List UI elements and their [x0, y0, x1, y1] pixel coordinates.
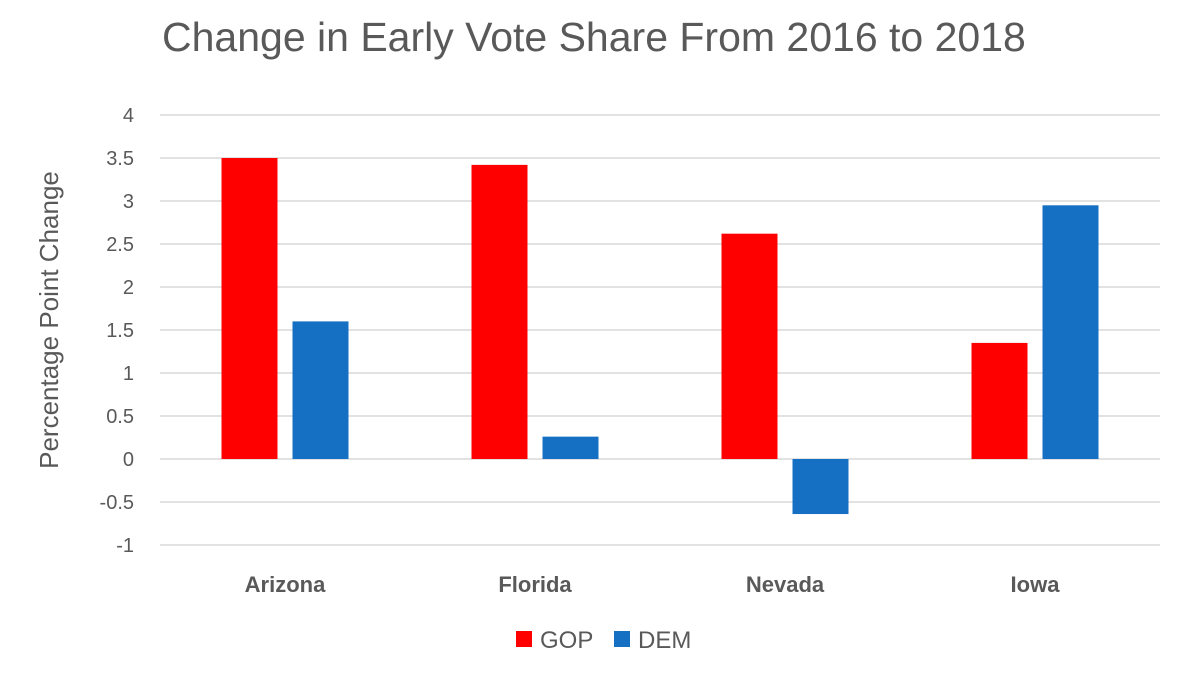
x-category-label: Iowa [1011, 572, 1061, 597]
x-category-label: Florida [498, 572, 572, 597]
legend-swatch-gop [516, 631, 532, 647]
legend-label-dem: DEM [638, 627, 691, 654]
bar-gop-arizona [221, 158, 278, 459]
y-tick-label: 1 [123, 363, 134, 385]
bar-dem-nevada [792, 459, 849, 515]
bar-gop-iowa [971, 342, 1028, 459]
legend: GOP DEM [516, 627, 691, 654]
bar-dem-arizona [292, 321, 349, 459]
bar-gop-nevada [721, 233, 778, 459]
y-tick-label: 0 [123, 449, 134, 471]
legend-swatch-dem [614, 631, 630, 647]
y-tick-label: 0.5 [106, 406, 134, 428]
y-axis-title: Percentage Point Change [34, 171, 64, 469]
x-category-label: Arizona [245, 572, 326, 597]
x-category-label: Nevada [746, 572, 825, 597]
bar-dem-florida [542, 436, 599, 459]
legend-label-gop: GOP [540, 627, 593, 654]
x-axis-categories: Arizona Florida Nevada Iowa [245, 572, 1061, 597]
y-tick-label: -0.5 [100, 492, 134, 514]
bars [221, 158, 1099, 515]
bar-dem-iowa [1042, 205, 1099, 459]
y-tick-label: 3 [123, 191, 134, 213]
y-tick-label: 4 [123, 105, 134, 127]
bar-gop-florida [471, 164, 528, 459]
y-axis-ticks: 4 3.5 3 2.5 2 1.5 1 0.5 0 -0.5 -1 [100, 105, 134, 557]
y-tick-label: 3.5 [106, 148, 134, 170]
y-tick-label: -1 [116, 535, 134, 557]
y-tick-label: 1.5 [106, 320, 134, 342]
y-tick-label: 2 [123, 277, 134, 299]
y-tick-label: 2.5 [106, 234, 134, 256]
chart-title: Change in Early Vote Share From 2016 to … [162, 14, 1026, 60]
